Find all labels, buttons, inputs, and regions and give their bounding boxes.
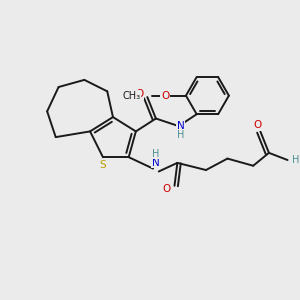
Text: O: O <box>162 184 171 194</box>
Text: O: O <box>135 89 143 99</box>
Text: H: H <box>177 130 184 140</box>
Text: H: H <box>292 155 299 165</box>
Text: CH₃: CH₃ <box>123 91 141 100</box>
Text: N: N <box>177 121 185 131</box>
Text: O: O <box>161 91 169 100</box>
Text: H: H <box>152 149 160 159</box>
Text: O: O <box>254 120 262 130</box>
Text: S: S <box>100 160 106 170</box>
Text: N: N <box>152 158 160 168</box>
